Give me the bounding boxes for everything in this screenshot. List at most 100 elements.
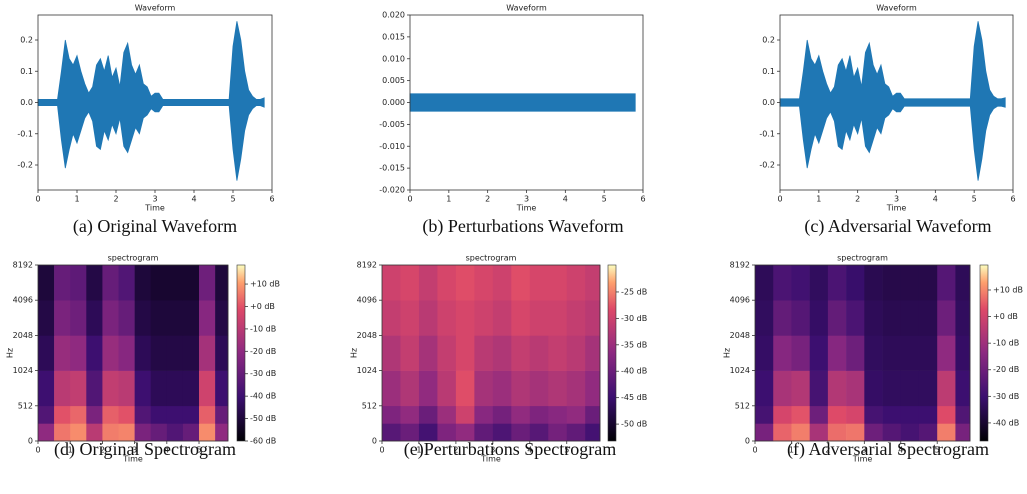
spectrogram-cell xyxy=(400,370,420,407)
spectrogram-cell xyxy=(70,405,87,424)
caption: (f) Adversarial Spectrogram xyxy=(787,439,989,460)
spectrogram-cell xyxy=(827,370,847,407)
y-tick-label: 0 xyxy=(372,437,377,446)
y-tick-label: -0.2 xyxy=(17,161,33,170)
spectrogram-cell xyxy=(937,335,956,371)
spectrogram-cell xyxy=(474,370,494,407)
spectrogram-cell xyxy=(455,370,475,407)
spectrogram-cell xyxy=(86,405,103,424)
y-tick-label: -0.1 xyxy=(759,129,775,138)
spectrogram-cell xyxy=(846,335,865,371)
x-axis-label: Time xyxy=(886,204,907,213)
spectrogram-cell xyxy=(882,265,902,301)
spectrogram-cell xyxy=(900,300,920,336)
colorbar-tick-label: -40 dB xyxy=(250,392,276,401)
spectrogram-cell xyxy=(474,335,494,371)
spectrogram-cell xyxy=(773,405,792,424)
spectrogram-cell xyxy=(118,265,135,301)
x-tick-label: 0 xyxy=(35,446,40,455)
panel-title: Waveform xyxy=(876,4,917,13)
colorbar-tick-label: +10 dB xyxy=(993,285,1023,294)
spectrogram-cell xyxy=(548,370,568,407)
spectrogram-cell xyxy=(511,300,531,336)
x-tick-label: 1 xyxy=(74,195,79,204)
colorbar-tick-label: -40 dB xyxy=(621,367,647,376)
x-tick-label: 2 xyxy=(113,195,118,204)
plot-frame xyxy=(754,264,971,442)
y-tick-label: 1024 xyxy=(730,366,750,375)
x-tick-label: 1 xyxy=(416,446,421,455)
spectrogram-cell xyxy=(809,335,829,371)
x-tick-label: 4 xyxy=(527,446,532,455)
x-tick-label: 3 xyxy=(132,446,137,455)
spectrogram-cell xyxy=(182,335,200,371)
y-tick-label: 0.020 xyxy=(382,11,405,20)
y-tick-label: 0 xyxy=(28,437,33,446)
spectrogram-cell xyxy=(474,300,494,336)
spectrogram-cell xyxy=(529,405,549,424)
spectrogram-cell xyxy=(437,370,457,407)
spectrogram-cell xyxy=(864,370,883,407)
y-tick-label: 0.0 xyxy=(762,98,775,107)
spectrogram-cell xyxy=(199,370,216,407)
spectrogram-cell xyxy=(199,405,216,424)
spectrogram-cell xyxy=(864,300,883,336)
spectrogram-cell xyxy=(900,335,920,371)
spectrogram-cell xyxy=(548,265,568,301)
spectrogram-cell xyxy=(955,300,971,336)
y-tick-label: 8192 xyxy=(13,261,33,270)
spectrogram-cell xyxy=(791,370,810,407)
panel-title: Waveform xyxy=(135,4,176,13)
spectrogram-cell xyxy=(755,370,774,407)
caption: (a) Original Waveform xyxy=(73,216,237,237)
spectrogram-cell xyxy=(955,370,971,407)
spectrogram-cell xyxy=(118,335,135,371)
spectrogram-cell xyxy=(102,405,119,424)
x-tick-label: 1 xyxy=(789,446,794,455)
caption: (b) Perturbations Waveform xyxy=(422,216,623,237)
spectrogram-cell xyxy=(418,300,438,336)
y-axis-label: Hz xyxy=(350,348,359,358)
spectrogram-cell xyxy=(182,300,200,336)
spectrogram-cell xyxy=(166,335,184,371)
spectrogram-cell xyxy=(150,335,168,371)
x-tick-label: 0 xyxy=(379,446,384,455)
spectrogram-cell xyxy=(955,335,971,371)
spectrogram-cell xyxy=(215,370,229,407)
spectrogram-cell xyxy=(382,405,401,424)
spectrogram-cell xyxy=(418,370,438,407)
spectrogram-cell xyxy=(166,423,184,442)
x-tick-label: 6 xyxy=(269,195,274,204)
x-tick-label: 5 xyxy=(972,195,977,204)
x-tick-label: 0 xyxy=(752,446,757,455)
x-tick-label: 0 xyxy=(407,195,412,204)
y-tick-label: 512 xyxy=(362,401,377,410)
spectrogram-cell xyxy=(199,335,216,371)
x-tick-label: 4 xyxy=(191,195,196,204)
spectrogram-cell xyxy=(529,370,549,407)
spectrogram-cell xyxy=(846,265,865,301)
spectrogram-cell xyxy=(827,265,847,301)
spectrogram-cell xyxy=(382,300,401,336)
y-tick-label: 512 xyxy=(735,401,750,410)
spectrogram-cell xyxy=(382,265,401,301)
spectrogram-cell xyxy=(166,405,184,424)
y-tick-label: -0.020 xyxy=(379,186,405,195)
spectrogram-cell xyxy=(918,370,938,407)
spectrogram-cell xyxy=(846,423,865,442)
spectrogram-cell xyxy=(566,423,586,442)
spectrogram-cell xyxy=(150,405,168,424)
y-tick-label: 1024 xyxy=(357,366,377,375)
spectrogram-cell xyxy=(900,405,920,424)
y-tick-label: 0 xyxy=(745,437,750,446)
spectrogram-cell xyxy=(474,265,494,301)
spectrogram-cell xyxy=(548,335,568,371)
y-tick-label: 4096 xyxy=(730,296,750,305)
x-tick-label: 4 xyxy=(933,195,938,204)
caption: (c) Adversarial Waveform xyxy=(804,216,991,237)
colorbar-tick-label: -10 dB xyxy=(250,324,276,333)
spectrogram-cell xyxy=(918,423,938,442)
spectrogram-cell xyxy=(918,300,938,336)
spectrogram-cell xyxy=(215,335,229,371)
